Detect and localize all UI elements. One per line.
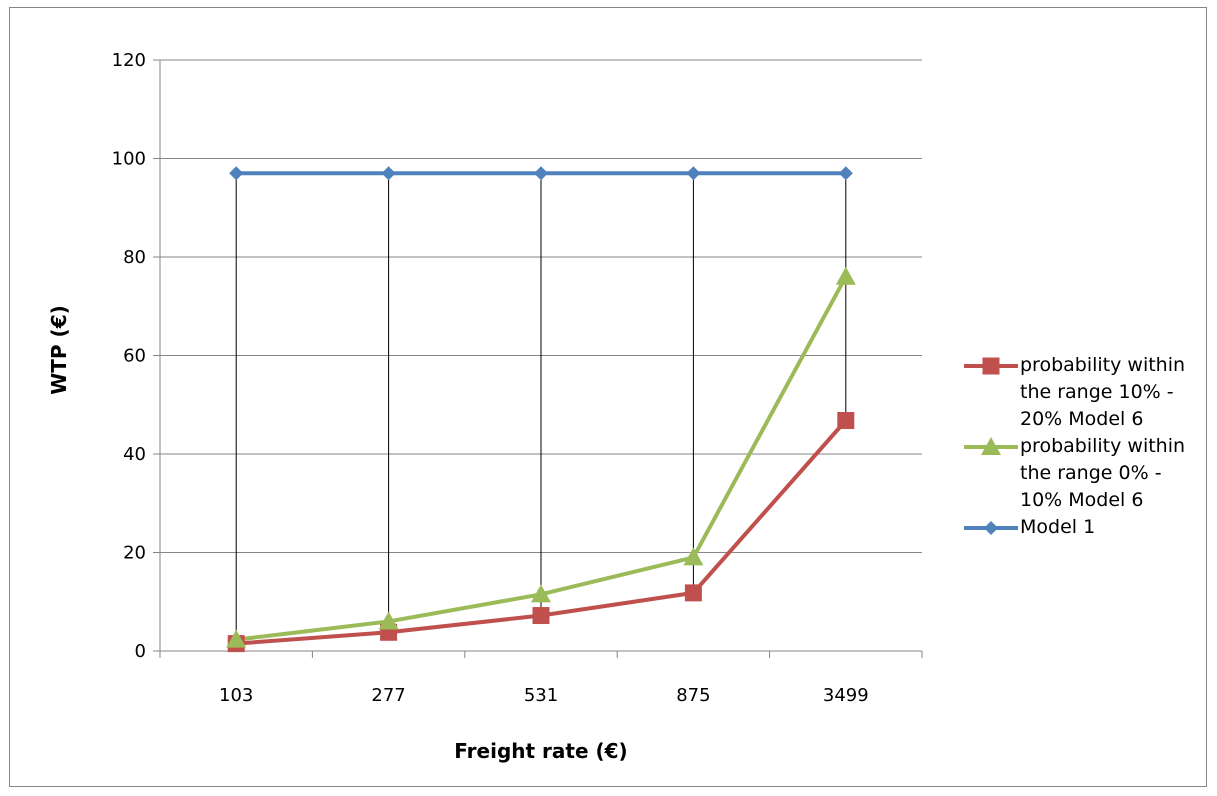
x-tick-labels: 103 277 531 875 3499 <box>219 685 869 706</box>
legend-triangle-marker <box>981 437 1001 455</box>
diamond-marker <box>686 166 701 181</box>
diamond-marker <box>534 166 548 181</box>
legend-item-1: probability within the range 10% - 20% M… <box>962 352 1202 433</box>
legend-key-diamond <box>964 521 1018 535</box>
y-tick-label: 80 <box>123 247 146 268</box>
legend: probability within the range 10% - 20% M… <box>962 352 1202 541</box>
triangle-marker <box>226 629 247 648</box>
triangle-marker <box>835 266 856 285</box>
x-tick-label: 3499 <box>823 685 869 706</box>
y-tick-label: 40 <box>123 444 146 465</box>
y-axis-title: WTP (€) <box>47 305 71 395</box>
triangle-marker <box>683 547 704 566</box>
legend-item-3: Model 1 <box>962 514 1202 541</box>
y-tick-label: 100 <box>112 149 146 170</box>
high-low-lines <box>235 173 847 644</box>
legend-label: Model 1 <box>1020 516 1096 538</box>
x-axis-title: Freight rate (€) <box>454 739 627 763</box>
y-tick-label: 0 <box>135 641 146 662</box>
legend-square-marker <box>982 357 1000 375</box>
x-tick-label: 103 <box>219 685 253 706</box>
y-tick-label: 60 <box>123 346 146 367</box>
gridlines <box>160 59 922 553</box>
diamond-marker <box>838 166 853 181</box>
x-tick-label: 531 <box>524 685 558 706</box>
triangle-marker <box>531 584 551 603</box>
axes <box>153 59 923 658</box>
legend-item-2: probability within the range 0% - 10% Mo… <box>962 433 1202 514</box>
square-marker <box>532 607 550 625</box>
y-tick-labels: 0 20 40 60 80 100 120 <box>112 50 146 662</box>
x-tick-label: 875 <box>676 685 710 706</box>
diamond-marker <box>229 166 244 181</box>
legend-key-square <box>964 357 1018 375</box>
data-markers <box>226 166 856 653</box>
chart-area <box>9 7 1207 787</box>
diamond-marker <box>381 166 396 181</box>
triangle-marker <box>378 611 399 630</box>
legend-diamond-marker <box>984 521 998 535</box>
legend-label: probability within the range 10% - 20% M… <box>1020 354 1186 430</box>
legend-label: probability within the range 0% - 10% Mo… <box>1020 435 1186 511</box>
square-marker <box>837 412 855 430</box>
x-tick-label: 277 <box>371 685 405 706</box>
square-marker <box>684 584 702 602</box>
legend-key-triangle <box>964 437 1018 455</box>
y-tick-label: 20 <box>123 543 146 564</box>
y-tick-label: 120 <box>112 50 146 71</box>
